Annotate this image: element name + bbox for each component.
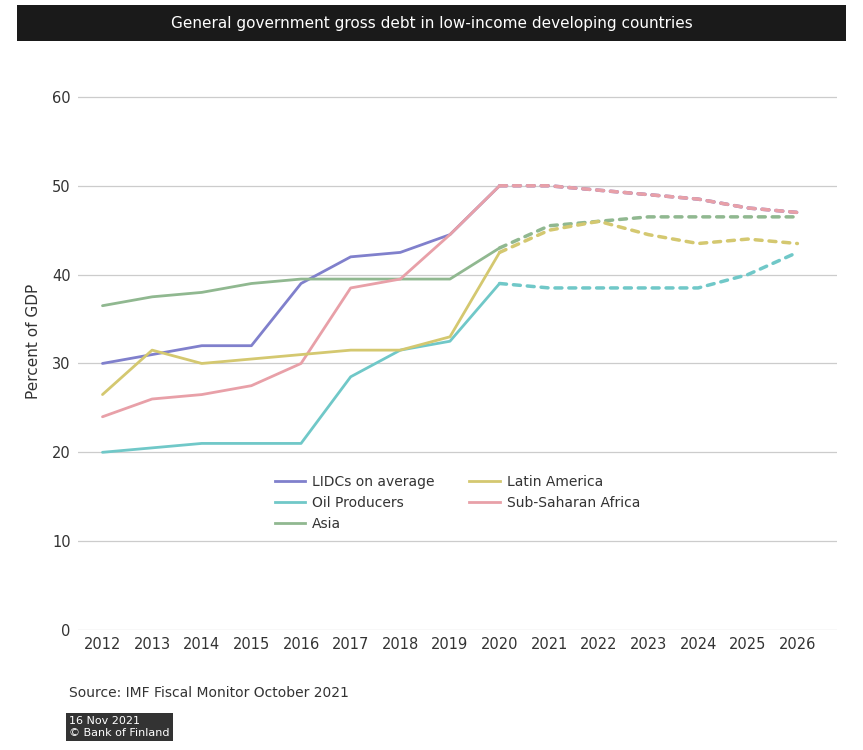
Y-axis label: Percent of GDP: Percent of GDP xyxy=(26,284,41,399)
Text: 16 Nov 2021
© Bank of Finland: 16 Nov 2021 © Bank of Finland xyxy=(69,716,169,738)
Text: General government gross debt in low-income developing countries: General government gross debt in low-inc… xyxy=(171,16,692,31)
Legend: LIDCs on average, Oil Producers, Asia, Latin America, Sub-Saharan Africa: LIDCs on average, Oil Producers, Asia, L… xyxy=(274,475,640,531)
Text: Source: IMF Fiscal Monitor October 2021: Source: IMF Fiscal Monitor October 2021 xyxy=(69,686,349,700)
